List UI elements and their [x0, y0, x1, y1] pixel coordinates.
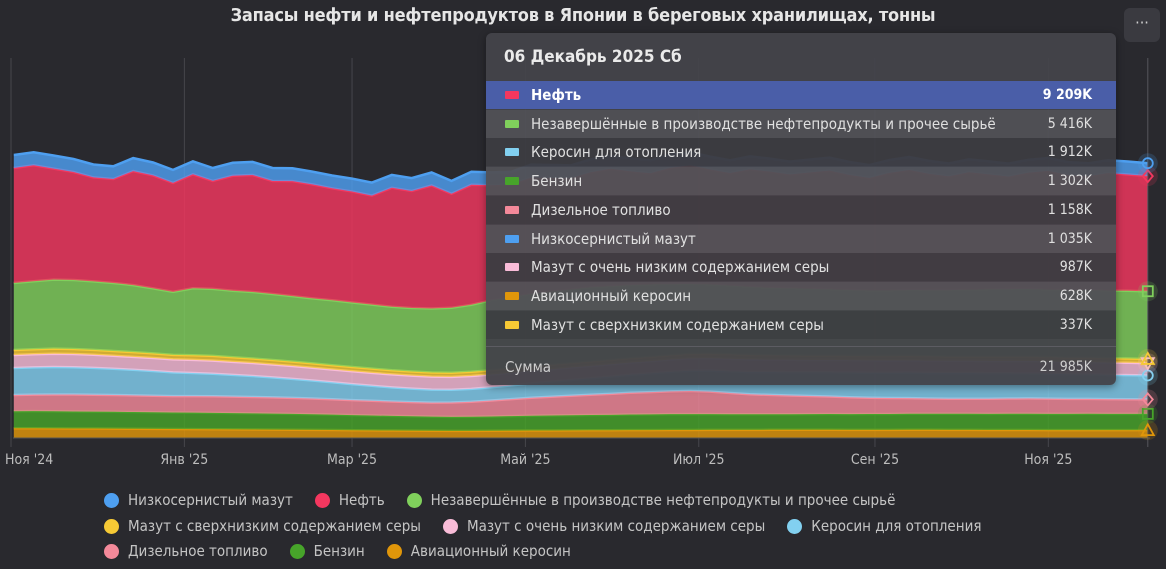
tooltip-series-name: Нефть [531, 86, 582, 104]
tooltip-series-name: Мазут с очень низким содержанием серы [531, 258, 830, 277]
more-options-button[interactable]: ··· [1124, 8, 1160, 42]
tooltip-series-name: Дизельное топливо [531, 200, 671, 219]
legend-label: Авиационный керосин [410, 542, 571, 560]
series-swatch-icon [505, 320, 519, 329]
legend-item[interactable]: Мазут с сверхнизким содержанием серы [104, 517, 421, 535]
tooltip-series-name: Керосин для отопления [531, 143, 702, 162]
tooltip-series-value: 987K [1059, 259, 1092, 276]
area-series-1[interactable] [13, 411, 1148, 431]
series-swatch-icon [505, 177, 519, 186]
legend-item[interactable]: Низкосернистый мазут [104, 491, 293, 509]
hover-markers [1137, 153, 1158, 441]
marker-halo [1137, 281, 1158, 302]
tooltip-series-name: Авиационный керосин [531, 286, 692, 305]
series-swatch-icon [505, 205, 519, 214]
legend-label: Мазут с очень низким содержанием серы [466, 517, 766, 535]
legend-row: Дизельное топливо Бензин Авиационный керос… [104, 541, 593, 561]
x-tick-label: Ноя '25 [1024, 452, 1072, 468]
marker-circle-icon [1141, 157, 1154, 170]
x-tick-label: Мар '25 [327, 452, 377, 468]
marker-triangle-icon [1140, 422, 1156, 437]
legend-dot-icon [314, 492, 330, 508]
x-tick-label: Сен '25 [851, 452, 899, 468]
legend-item[interactable]: Авиационный керосин [386, 542, 571, 560]
chart-title: Запасы нефти и нефтепродуктов в Японии в… [230, 5, 936, 26]
legend-item[interactable]: Керосин для отопления [787, 517, 981, 535]
tooltip: 06 Декабрь 2025 Сб Нефть 9 209K Незавершён… [486, 33, 1116, 385]
legend-dot-icon [406, 492, 422, 508]
tooltip-row: Низкосернистый мазут 1 035K [486, 224, 1116, 253]
legend-dot-icon [104, 492, 119, 508]
x-tick-label: Ноя '24 [5, 452, 53, 468]
series-swatch-icon [505, 291, 519, 300]
tooltip-series-value: 1 035K [1047, 230, 1092, 247]
tooltip-series-name: Незавершённые в производстве нефтепродук… [531, 114, 996, 133]
tooltip-row: Авиационный керосин 628K [486, 281, 1116, 310]
tooltip-sum-value: 21 985K [1039, 359, 1092, 375]
series-swatch-icon [505, 234, 519, 243]
tooltip-row: Нефть 9 209K [486, 81, 1116, 109]
tooltip-series-value: 628K [1059, 287, 1092, 304]
series-swatch-icon [505, 263, 519, 272]
tooltip-row: Дизельное топливо 1 158K [486, 195, 1116, 224]
tooltip-series-name: Низкосернистый мазут [531, 229, 696, 248]
tooltip-series-value: 1 912K [1047, 144, 1092, 161]
x-axis: Ноя '24 Янв '25 Мар '25 Май '25 Июл '25 Сен '… [5, 437, 1150, 468]
marker-square-icon [1141, 407, 1154, 420]
legend-item[interactable]: Нефть [314, 491, 385, 509]
legend-dot-icon [442, 518, 458, 534]
marker-diamond-icon [1141, 168, 1154, 184]
legend-dot-icon [104, 518, 119, 534]
marker-halo [1137, 365, 1158, 386]
legend-row: Низкосернистый мазут Нефть Незавершённые в… [104, 490, 917, 510]
marker-square-icon [1141, 285, 1154, 298]
marker-triangle-icon [1140, 351, 1156, 365]
legend-item[interactable]: Мазут с очень низким содержанием серы [442, 517, 766, 535]
legend-item[interactable]: Бензин [289, 542, 365, 560]
series-swatch-icon [505, 148, 519, 157]
legend-label: Низкосернистый мазут [128, 491, 293, 509]
tooltip-series-value: 1 302K [1047, 173, 1092, 190]
tooltip-date: 06 Декабрь 2025 Сб [504, 47, 682, 67]
marker-halo [1137, 153, 1158, 174]
legend-label: Керосин для отопления [811, 517, 982, 535]
tooltip-sum-row: Сумма 21 985K [486, 353, 1116, 381]
legend-label: Нефть [338, 491, 385, 509]
tooltip-series-value: 9 209K [1042, 87, 1092, 103]
x-tick-label: Янв '25 [160, 452, 208, 468]
tooltip-row: Бензин 1 302K [486, 167, 1116, 196]
legend-row: Мазут с сверхнизким содержанием серы Мазу… [104, 516, 1003, 536]
tooltip-sum-label: Сумма [505, 358, 552, 376]
more-horizontal-icon: ··· [1135, 13, 1149, 32]
legend-label: Дизельное топливо [128, 542, 268, 560]
series-swatch-icon [505, 119, 519, 128]
legend-label: Мазут с сверхнизким содержанием серы [128, 517, 421, 535]
tooltip-row: Мазут с очень низким содержанием серы 987… [486, 253, 1116, 282]
tooltip-series-value: 337K [1059, 316, 1092, 333]
x-tick-label: Июл '25 [673, 452, 725, 468]
marker-halo [1137, 166, 1158, 187]
tooltip-row: Незавершённые в производстве нефтепродук… [486, 109, 1116, 138]
tooltip-row: Керосин для отопления 1 912K [486, 138, 1116, 167]
legend-dot-icon [289, 543, 305, 559]
legend-dot-icon [104, 543, 119, 559]
x-tick-label: Май '25 [500, 452, 550, 468]
tooltip-series-value: 5 416K [1047, 115, 1092, 132]
legend-item[interactable]: Дизельное топливо [104, 542, 268, 560]
legend-label: Незавершённые в производстве нефтепродук… [430, 491, 896, 509]
area-series-2[interactable] [13, 391, 1148, 417]
tooltip-series-name: Бензин [531, 172, 583, 191]
tooltip-series-name: Мазут с сверхнизким содержанием серы [531, 315, 824, 334]
marker-diamond-icon [1141, 391, 1154, 407]
legend-item[interactable]: Незавершённые в производстве нефтепродук… [406, 491, 896, 509]
legend-dot-icon [787, 518, 803, 534]
legend-dot-icon [386, 543, 402, 559]
series-swatch-icon [505, 91, 519, 99]
marker-halo [1137, 389, 1158, 410]
legend-label: Бензин [313, 542, 365, 560]
tooltip-series-value: 1 158K [1047, 201, 1092, 218]
tooltip-row: Мазут с сверхнизким содержанием серы 337K [486, 310, 1116, 339]
tooltip-divider [486, 346, 1116, 347]
